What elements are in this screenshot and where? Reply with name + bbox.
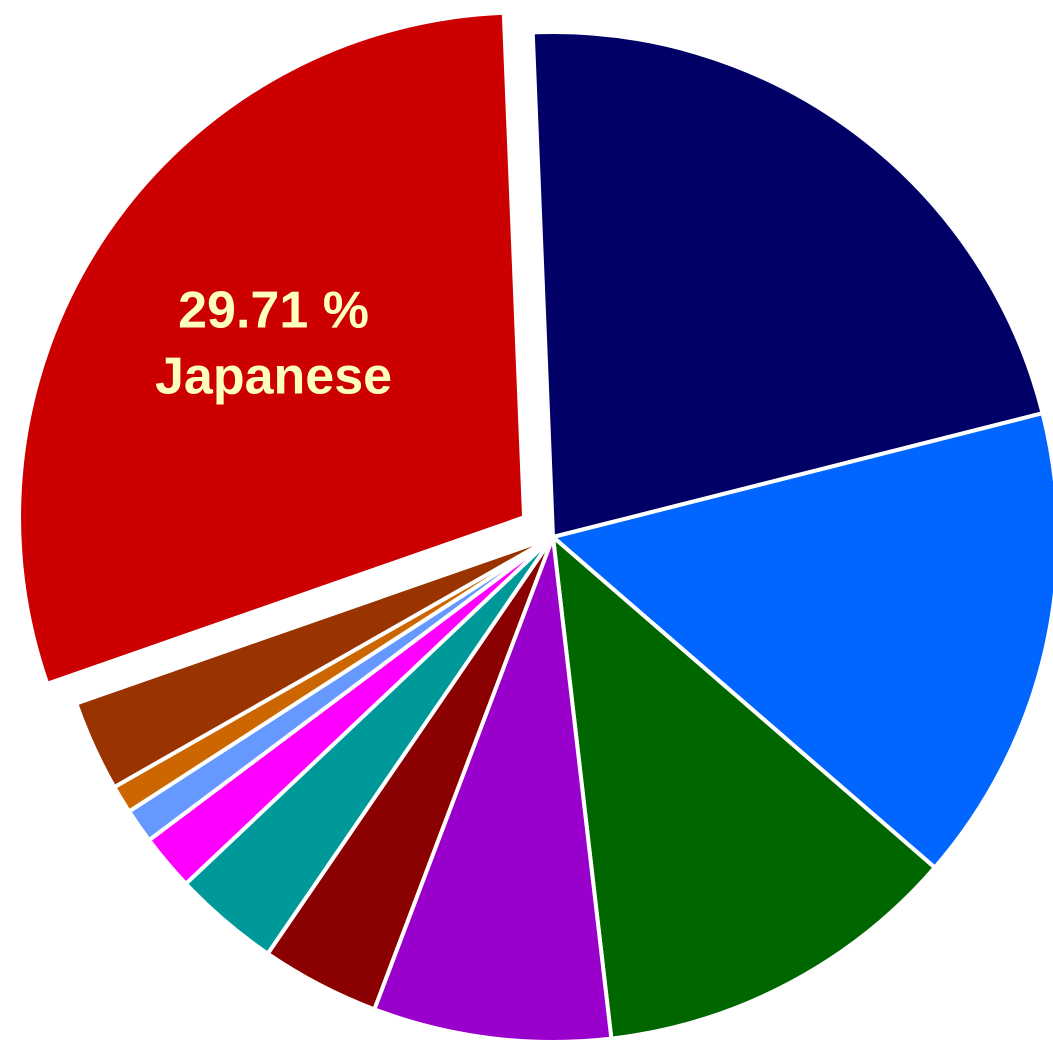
pie-slice xyxy=(74,535,555,790)
slice-value-label: 29.71 % xyxy=(178,282,369,340)
pie-slice xyxy=(530,30,1045,539)
pie-slice xyxy=(372,535,614,1044)
pie-slice xyxy=(17,10,527,686)
pie-slice xyxy=(551,411,1053,870)
pie-slice xyxy=(551,535,937,1041)
slice-category-label: Japanese xyxy=(155,348,392,406)
